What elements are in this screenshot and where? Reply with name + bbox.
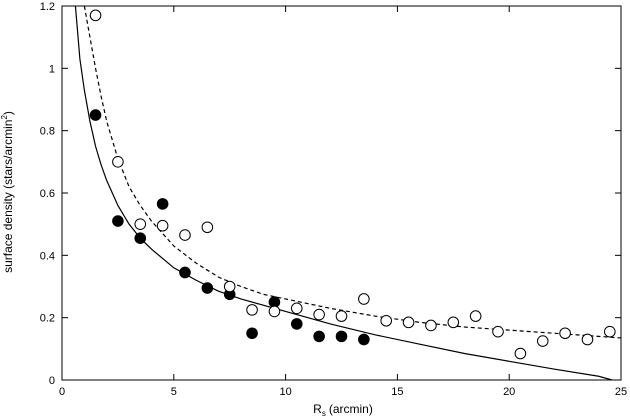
- curves-layer: [74, 6, 621, 380]
- x-tick-label: 5: [171, 386, 177, 398]
- filled-data-point: [179, 266, 191, 279]
- open-data-point: [134, 218, 147, 230]
- filled-data-point: [335, 330, 348, 343]
- y-tick-label: 0.6: [40, 188, 55, 200]
- y-axis-title-sup: 2: [0, 115, 9, 120]
- filled-data-point: [246, 327, 258, 340]
- open-data-point: [246, 304, 258, 316]
- y-tick-label: 1: [49, 63, 55, 75]
- open-data-point: [201, 221, 214, 234]
- filled-data-point: [112, 215, 124, 227]
- open-data-point: [581, 333, 594, 346]
- x-tick-label: 15: [391, 386, 403, 398]
- open-data-point: [290, 302, 303, 315]
- open-data-point: [156, 219, 169, 232]
- x-tick-label: 25: [615, 386, 627, 398]
- filled-data-point: [89, 109, 102, 121]
- filled-data-point: [290, 318, 303, 330]
- filled-data-point: [156, 198, 169, 210]
- x-axis-title-main: R: [313, 402, 322, 416]
- plot-frame: [61, 5, 622, 381]
- y-axis-title: surface density (stars/arcmin2): [0, 111, 15, 273]
- open-data-point: [559, 327, 571, 340]
- x-axis-title: Rs (arcmin): [313, 402, 373, 418]
- open-data-point: [604, 325, 616, 338]
- x-tick-label: 0: [59, 386, 65, 398]
- filled-data-point: [134, 232, 147, 244]
- ticks-layer: 0 5 10 15 20 25 0 0.2 0.4 0.6 0.8 1 1.2: [40, 1, 627, 398]
- x-axis-title-sub: s: [322, 409, 326, 418]
- y-tick-label: 0.8: [40, 126, 55, 138]
- dashed-fit-curve: [83, 6, 621, 339]
- open-data-point: [89, 9, 102, 22]
- filled-data-point: [313, 330, 325, 343]
- filled-data-point: [358, 333, 370, 346]
- y-tick-label: 1.2: [40, 1, 55, 13]
- open-data-point: [447, 316, 460, 329]
- open-data-point: [313, 308, 325, 321]
- x-tick-label: 10: [279, 386, 291, 398]
- open-data-point: [469, 310, 482, 322]
- open-data-point: [514, 347, 527, 360]
- open-data-point: [402, 316, 415, 329]
- open-data-point: [536, 335, 549, 347]
- y-axis-title-main: surface density (stars/arcmin: [1, 120, 15, 273]
- open-data-point: [179, 229, 191, 241]
- y-tick-label: 0: [49, 375, 55, 387]
- y-tick-label: 0.2: [40, 313, 55, 325]
- open-data-point: [358, 293, 370, 305]
- x-tick-label: 20: [503, 386, 515, 398]
- open-data-point: [223, 280, 236, 293]
- x-axis-title-unit: (arcmin): [329, 402, 373, 416]
- y-tick-label: 0.4: [40, 250, 55, 262]
- filled-data-point: [201, 282, 214, 294]
- solid-fit-curve: [74, 6, 613, 380]
- open-data-point: [335, 310, 348, 322]
- open-data-point: [268, 305, 281, 318]
- open-data-point: [492, 325, 504, 338]
- open-data-point: [380, 314, 393, 327]
- open-data-point: [425, 319, 437, 332]
- open-data-point: [112, 156, 124, 168]
- points-layer: [89, 9, 616, 360]
- y-axis-title-close: ): [1, 111, 15, 115]
